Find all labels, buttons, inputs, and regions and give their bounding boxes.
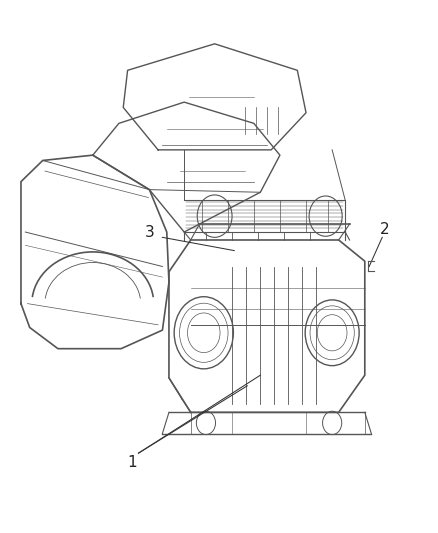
Text: 1: 1: [127, 455, 137, 470]
Text: 3: 3: [145, 224, 154, 239]
Text: 2: 2: [380, 222, 389, 237]
